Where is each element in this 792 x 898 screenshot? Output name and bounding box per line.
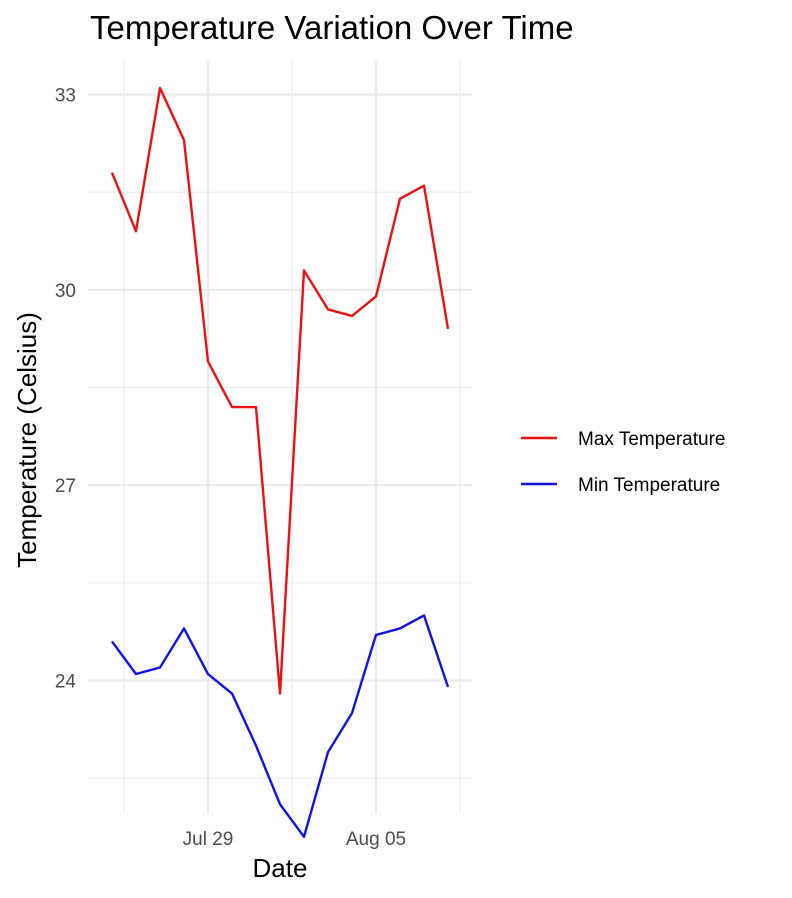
legend-label-max: Max Temperature (578, 429, 726, 450)
y-tick-label: 30 (55, 281, 76, 302)
y-tick-label: 33 (55, 86, 76, 107)
y-tick-label: 24 (55, 672, 77, 693)
x-tick-label: Jul 29 (183, 829, 234, 850)
y-tick-label: 27 (55, 476, 76, 497)
max-temperature-line (110, 86, 450, 695)
x-axis-title: Date (253, 853, 308, 883)
y-axis-ticks: 24 27 30 33 (55, 86, 77, 693)
min-temperature-line (111, 614, 450, 838)
legend: Max Temperature Min Temperature (521, 429, 726, 496)
legend-label-min: Min Temperature (578, 475, 720, 496)
chart-title: Temperature Variation Over Time (90, 9, 574, 46)
y-axis-title: Temperature (Celsius) (12, 312, 42, 568)
series-lines (110, 86, 450, 838)
x-tick-label: Aug 05 (346, 829, 406, 850)
x-axis-ticks: Jul 29 Aug 05 (183, 829, 406, 850)
